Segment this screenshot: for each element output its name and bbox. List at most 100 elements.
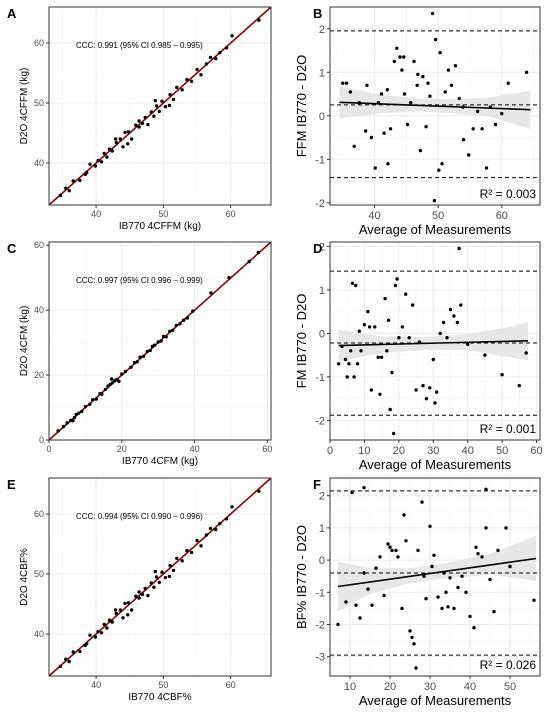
data-point (400, 606, 404, 611)
y-tick-label: 0 (319, 111, 325, 123)
data-point (496, 548, 500, 553)
data-point (402, 513, 406, 517)
x-tick-label: 50 (504, 681, 516, 693)
data-point (402, 92, 407, 96)
data-point (78, 178, 82, 183)
data-point (435, 390, 439, 394)
data-point (431, 357, 435, 362)
y-tick-label: 2 (319, 24, 325, 36)
data-point (430, 564, 434, 569)
data-point (67, 659, 71, 664)
data-point (376, 355, 380, 359)
panel-a: 40 50 60 40 50 60 IB770 4CFFM (kg) D2O 4CFFM (k… (7, 6, 272, 232)
data-points (336, 486, 536, 670)
data-point (443, 90, 447, 94)
major-grid (49, 478, 271, 676)
data-point (404, 292, 408, 296)
data-point (448, 576, 452, 580)
data-point (137, 125, 141, 129)
data-point (61, 424, 66, 429)
data-point (88, 402, 92, 406)
y-tick-label: 1 (319, 523, 325, 535)
data-point (88, 162, 92, 166)
panel-letter: F (313, 477, 321, 492)
data-point (378, 392, 382, 396)
x-tick-label: 50 (158, 680, 168, 690)
panel-border (48, 241, 272, 441)
data-point (475, 109, 480, 114)
data-point (517, 383, 521, 388)
data-point (460, 574, 464, 578)
y-tick-label: 40 (34, 158, 44, 168)
data-point (143, 586, 147, 591)
data-point (67, 188, 71, 193)
data-point (140, 592, 145, 597)
data-point (105, 626, 109, 630)
x-tick-label: 60 (226, 209, 236, 219)
data-point (420, 500, 424, 504)
axes: 10 20 30 40 50 -3 -2 -1 0 1 2 (315, 491, 516, 693)
data-point (352, 375, 356, 379)
data-point (393, 283, 398, 288)
data-point (171, 568, 176, 573)
data-point (160, 99, 164, 103)
data-point (99, 160, 104, 164)
data-point (386, 318, 391, 322)
data-point (383, 296, 387, 301)
data-point (214, 56, 218, 61)
data-point (484, 526, 488, 530)
axes: 40 50 60 40 50 60 (34, 509, 236, 690)
x-axis-label: Average of Measurements (359, 693, 512, 708)
data-point (452, 314, 456, 318)
data-point (452, 606, 456, 611)
axes: 0 10 20 30 40 50 60 -2 -1 0 1 2 (315, 241, 542, 457)
data-point (369, 388, 373, 392)
data-point (357, 329, 361, 333)
x-axis-label: IB770 4CFM (kg) (122, 456, 198, 467)
data-point (418, 148, 423, 153)
data-point (64, 657, 68, 661)
x-axis-label: Average of Measurements (359, 222, 512, 237)
data-point (100, 392, 104, 396)
data-point (96, 158, 100, 163)
data-point (145, 349, 149, 354)
plot-content (330, 11, 540, 203)
data-point (71, 179, 75, 183)
y-tick-label: 60 (34, 509, 44, 519)
data-point (160, 570, 164, 574)
y-tick-label: -3 (315, 652, 325, 664)
data-point (161, 334, 166, 339)
major-grid (49, 7, 271, 205)
data-point (421, 74, 425, 79)
data-point (347, 362, 351, 366)
panel-letter: B (313, 6, 322, 21)
data-point (118, 137, 123, 141)
r-squared-label: R² = 0.026 (480, 658, 537, 672)
data-point (120, 372, 124, 376)
data-point (152, 343, 157, 347)
data-point (78, 649, 82, 654)
x-tick-label: 40 (368, 210, 380, 222)
data-point (412, 642, 416, 646)
data-point (400, 68, 404, 72)
data-point (480, 555, 484, 559)
data-point (464, 590, 468, 594)
data-point (88, 633, 92, 637)
data-point (457, 96, 461, 101)
y-tick-label: -1 (315, 587, 325, 599)
data-point (390, 370, 394, 375)
data-point (457, 246, 461, 251)
data-point (99, 631, 104, 635)
data-point (386, 542, 390, 546)
data-point (433, 401, 437, 405)
regression-line (338, 339, 528, 347)
data-point (500, 111, 504, 116)
data-point (105, 155, 109, 159)
data-point (199, 544, 203, 548)
data-point (409, 101, 413, 105)
x-tick-label: 30 (424, 681, 436, 693)
data-point (178, 322, 182, 326)
panel-border (48, 477, 272, 677)
data-point (362, 571, 366, 575)
panel-letter: E (7, 477, 16, 492)
